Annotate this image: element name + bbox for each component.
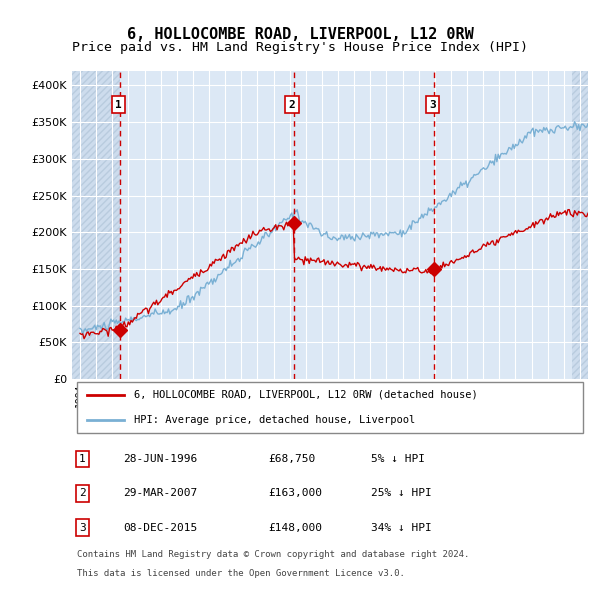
- Text: £68,750: £68,750: [268, 454, 316, 464]
- Text: 28-JUN-1996: 28-JUN-1996: [124, 454, 198, 464]
- Text: £163,000: £163,000: [268, 489, 322, 499]
- Text: £148,000: £148,000: [268, 523, 322, 533]
- FancyBboxPatch shape: [77, 382, 583, 433]
- Text: 25% ↓ HPI: 25% ↓ HPI: [371, 489, 432, 499]
- Text: 5% ↓ HPI: 5% ↓ HPI: [371, 454, 425, 464]
- Text: 6, HOLLOCOMBE ROAD, LIVERPOOL, L12 0RW (detached house): 6, HOLLOCOMBE ROAD, LIVERPOOL, L12 0RW (…: [134, 390, 478, 400]
- Text: 08-DEC-2015: 08-DEC-2015: [124, 523, 198, 533]
- Bar: [72, 71, 120, 379]
- Text: 29-MAR-2007: 29-MAR-2007: [124, 489, 198, 499]
- Text: HPI: Average price, detached house, Liverpool: HPI: Average price, detached house, Live…: [134, 415, 415, 425]
- Bar: [572, 71, 588, 379]
- Text: Price paid vs. HM Land Registry's House Price Index (HPI): Price paid vs. HM Land Registry's House …: [72, 41, 528, 54]
- Text: 2: 2: [79, 489, 86, 499]
- Text: This data is licensed under the Open Government Licence v3.0.: This data is licensed under the Open Gov…: [77, 569, 405, 578]
- Text: 3: 3: [429, 100, 436, 110]
- Text: 1: 1: [115, 100, 122, 110]
- Text: 2: 2: [289, 100, 295, 110]
- Text: 34% ↓ HPI: 34% ↓ HPI: [371, 523, 432, 533]
- Text: Contains HM Land Registry data © Crown copyright and database right 2024.: Contains HM Land Registry data © Crown c…: [77, 550, 470, 559]
- Text: 1: 1: [79, 454, 86, 464]
- Text: 3: 3: [79, 523, 86, 533]
- Text: 6, HOLLOCOMBE ROAD, LIVERPOOL, L12 0RW: 6, HOLLOCOMBE ROAD, LIVERPOOL, L12 0RW: [127, 27, 473, 41]
